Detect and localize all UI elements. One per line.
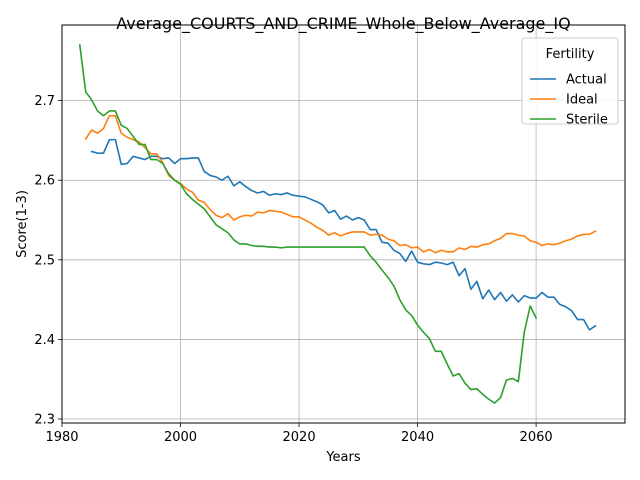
legend-label-actual: Actual [566, 73, 607, 88]
legend: Fertility Actual Ideal Sterile [521, 37, 619, 128]
y-tick-label: 2.5 [34, 253, 55, 268]
y-axis-label: Score(1-3) [15, 190, 30, 258]
x-tick-label: 2000 [164, 430, 197, 445]
x-axis: 1980 2000 2020 2040 2060 [45, 423, 553, 445]
series-lines [78, 44, 597, 404]
y-tick-label: 2.7 [34, 94, 55, 109]
y-tick-label: 2.3 [34, 413, 55, 428]
y-axis: 2.3 2.4 2.5 2.6 2.7 [34, 94, 62, 428]
x-tick-label: 2020 [283, 430, 316, 445]
chart-title: Average_COURTS_AND_CRIME_Whole_Below_Ave… [116, 14, 570, 34]
legend-label-ideal: Ideal [566, 93, 598, 108]
y-tick-label: 2.4 [34, 333, 55, 348]
x-tick-label: 1980 [45, 430, 78, 445]
series-line-actual [90, 138, 597, 331]
x-axis-label: Years [325, 450, 361, 465]
x-tick-label: 2060 [520, 430, 553, 445]
series-line-sterile [78, 44, 538, 404]
legend-title: Fertility [546, 47, 595, 62]
plot-frame [61, 24, 626, 424]
y-tick-label: 2.6 [34, 174, 55, 189]
x-tick-label: 2040 [401, 430, 434, 445]
legend-label-sterile: Sterile [566, 113, 608, 128]
legend-box [521, 37, 619, 125]
